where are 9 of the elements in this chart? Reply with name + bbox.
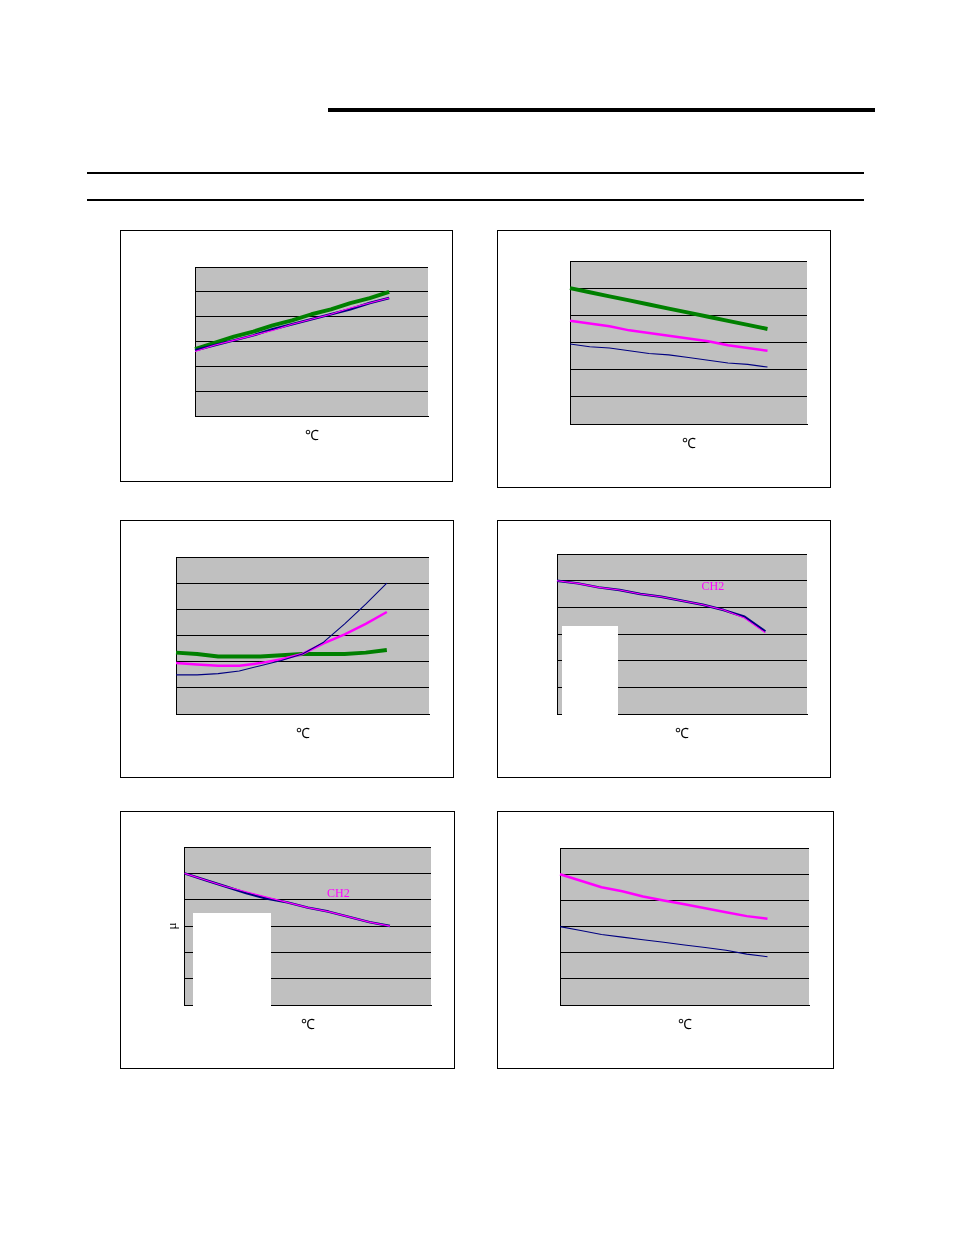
series-label: CH2 xyxy=(701,578,725,593)
series-label: CH2 xyxy=(327,885,350,900)
x-axis-title: ℃ xyxy=(304,428,319,444)
x-axis-title: ℃ xyxy=(675,726,689,742)
x-axis-title: ℃ xyxy=(677,1017,692,1033)
x-axis-title: ℃ xyxy=(681,436,696,452)
y-axis-title: μ xyxy=(164,922,180,930)
x-axis-title: ℃ xyxy=(295,726,310,742)
x-axis-title: ℃ xyxy=(300,1017,315,1033)
